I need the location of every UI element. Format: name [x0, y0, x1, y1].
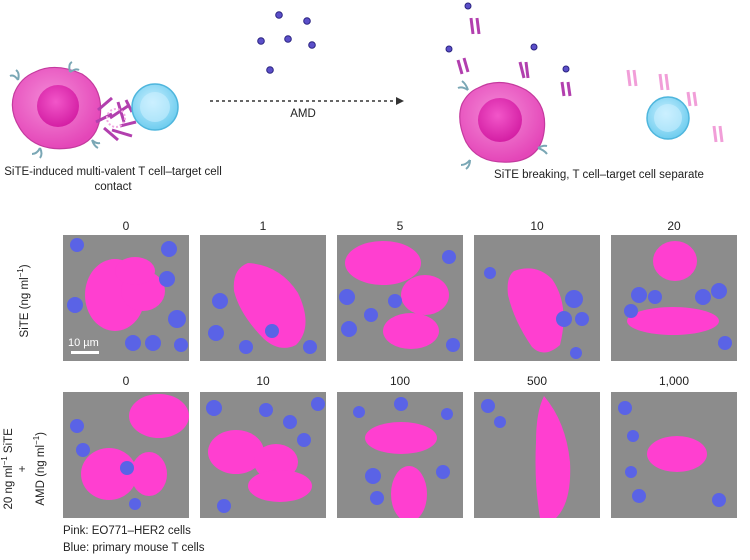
t-cell-left	[131, 83, 179, 131]
site-molecules-free	[445, 2, 724, 143]
legend-pink: Pink: EO771–HER2 cells	[63, 525, 191, 537]
row2-col3-label: 100	[389, 374, 411, 388]
row1-axis-label: SiTE (ng ml−1)	[16, 264, 31, 338]
process-arrow	[210, 97, 404, 105]
right-caption: SiTE breaking, T cell–target cell separa…	[494, 169, 704, 181]
micrograph-r2c5	[611, 392, 737, 518]
row1-col4-label: 10	[530, 219, 544, 233]
target-cell-right	[457, 80, 548, 170]
micrograph-r1c3	[337, 235, 463, 361]
micrograph-r1c5	[611, 235, 737, 361]
micrograph-r2c1	[63, 392, 189, 518]
micrograph-r1c2	[200, 235, 326, 361]
row1-col3-label: 5	[396, 219, 404, 233]
row2-col2-label: 10	[256, 374, 270, 388]
micrograph-r1c1	[63, 235, 189, 361]
scale-bar-label: 10 µm	[68, 337, 99, 349]
row2-col4-label: 500	[526, 374, 548, 388]
micrograph-r2c4	[474, 392, 600, 518]
micrograph-r2c3	[337, 392, 463, 518]
row2-col5-label: 1,000	[658, 374, 690, 388]
row1-col2-label: 1	[259, 219, 267, 233]
amd-molecules	[257, 11, 316, 74]
t-cell-right	[646, 96, 690, 140]
target-cell-left	[9, 61, 102, 159]
left-caption: SiTE-induced multi-valent T cell–target …	[4, 166, 222, 193]
row1-col5-label: 20	[667, 219, 681, 233]
micrograph-r2c2	[200, 392, 326, 518]
legend-blue: Blue: primary mouse T cells	[63, 542, 205, 554]
row2-col1-label: 0	[122, 374, 130, 388]
site-cluster	[95, 96, 137, 142]
micrograph-r1c4	[474, 235, 600, 361]
row1-col1-label: 0	[122, 219, 130, 233]
arrow-label: AMD	[290, 108, 316, 120]
schematic-diagram	[9, 2, 724, 170]
row2-axis-label: 20 ng ml−1 SiTE + AMD (ng ml−1)	[0, 428, 47, 510]
